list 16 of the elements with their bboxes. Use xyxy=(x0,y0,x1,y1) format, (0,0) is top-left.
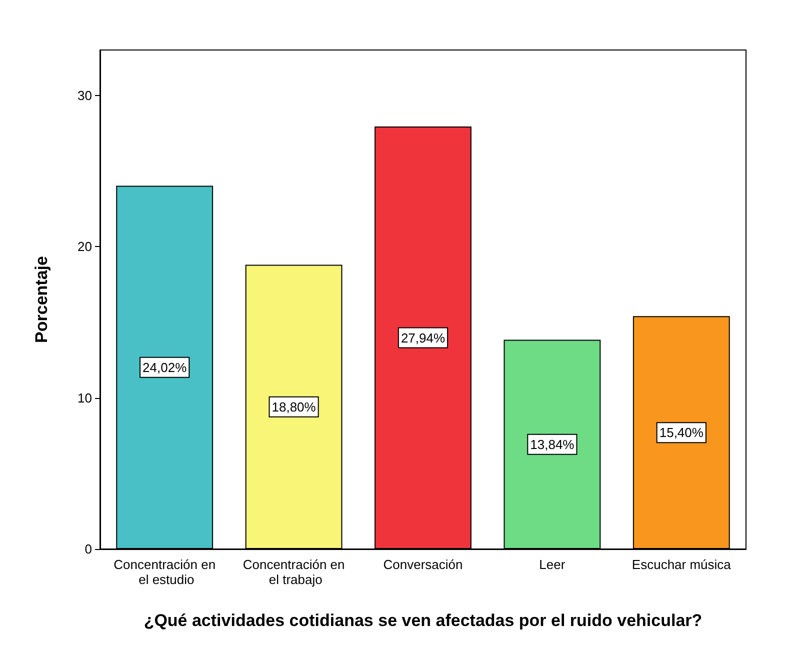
data-label: 15,40% xyxy=(659,425,704,440)
x-tick-label: Escuchar música xyxy=(632,557,732,572)
data-label: 13,84% xyxy=(530,436,575,452)
x-axis-title: ¿Qué actividades cotidianas se ven afectadas por el ruido vehicular? xyxy=(144,611,702,630)
y-tick-label: 20 xyxy=(78,239,92,254)
x-tick-label: Concentración en el estudio xyxy=(114,557,216,587)
x-tick-label: Leer xyxy=(539,557,566,572)
data-label: 18,80% xyxy=(272,399,316,414)
x-tick-label: Concentración en el trabajo xyxy=(242,557,345,587)
y-tick-label: 10 xyxy=(78,390,92,406)
data-label: 24,02% xyxy=(142,360,188,375)
x-tick-label: Conversación xyxy=(383,557,463,572)
y-axis-title: Porcentaje xyxy=(32,256,51,343)
y-tick-label: 0 xyxy=(84,542,92,556)
y-tick-label: 30 xyxy=(78,88,92,103)
data-label: 27,94% xyxy=(400,330,446,346)
